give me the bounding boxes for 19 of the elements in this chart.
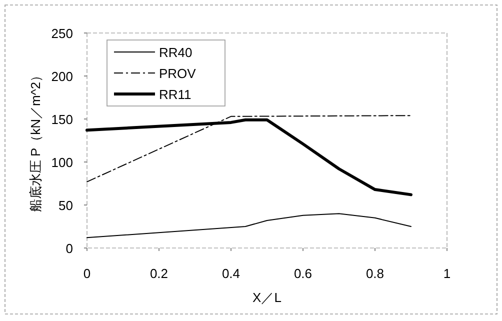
legend-label: RR11 [159,87,192,102]
y-tick-label: 200 [51,69,73,84]
x-tick-label: 1 [443,266,451,281]
x-tick-label: 0.6 [294,266,312,281]
legend-label: PROV [159,66,196,81]
line-series [86,213,412,238]
x-axis-title: X／L [252,290,282,305]
x-tick-label: 0.2 [150,266,168,281]
x-tick-label: 0 [83,266,91,281]
y-tick-label: 0 [66,241,73,256]
y-tick-label: 100 [51,155,73,170]
line-series [86,118,412,196]
y-axis-title: 船底水圧 P（kN／m^2） [28,68,43,212]
x-tick-label: 0.8 [366,266,384,281]
y-tick-label: 150 [51,112,73,127]
legend-label: RR40 [159,45,192,60]
x-tick-label: 0.4 [222,266,240,281]
y-tick-label: 250 [51,26,73,41]
y-tick-label: 50 [58,198,73,213]
